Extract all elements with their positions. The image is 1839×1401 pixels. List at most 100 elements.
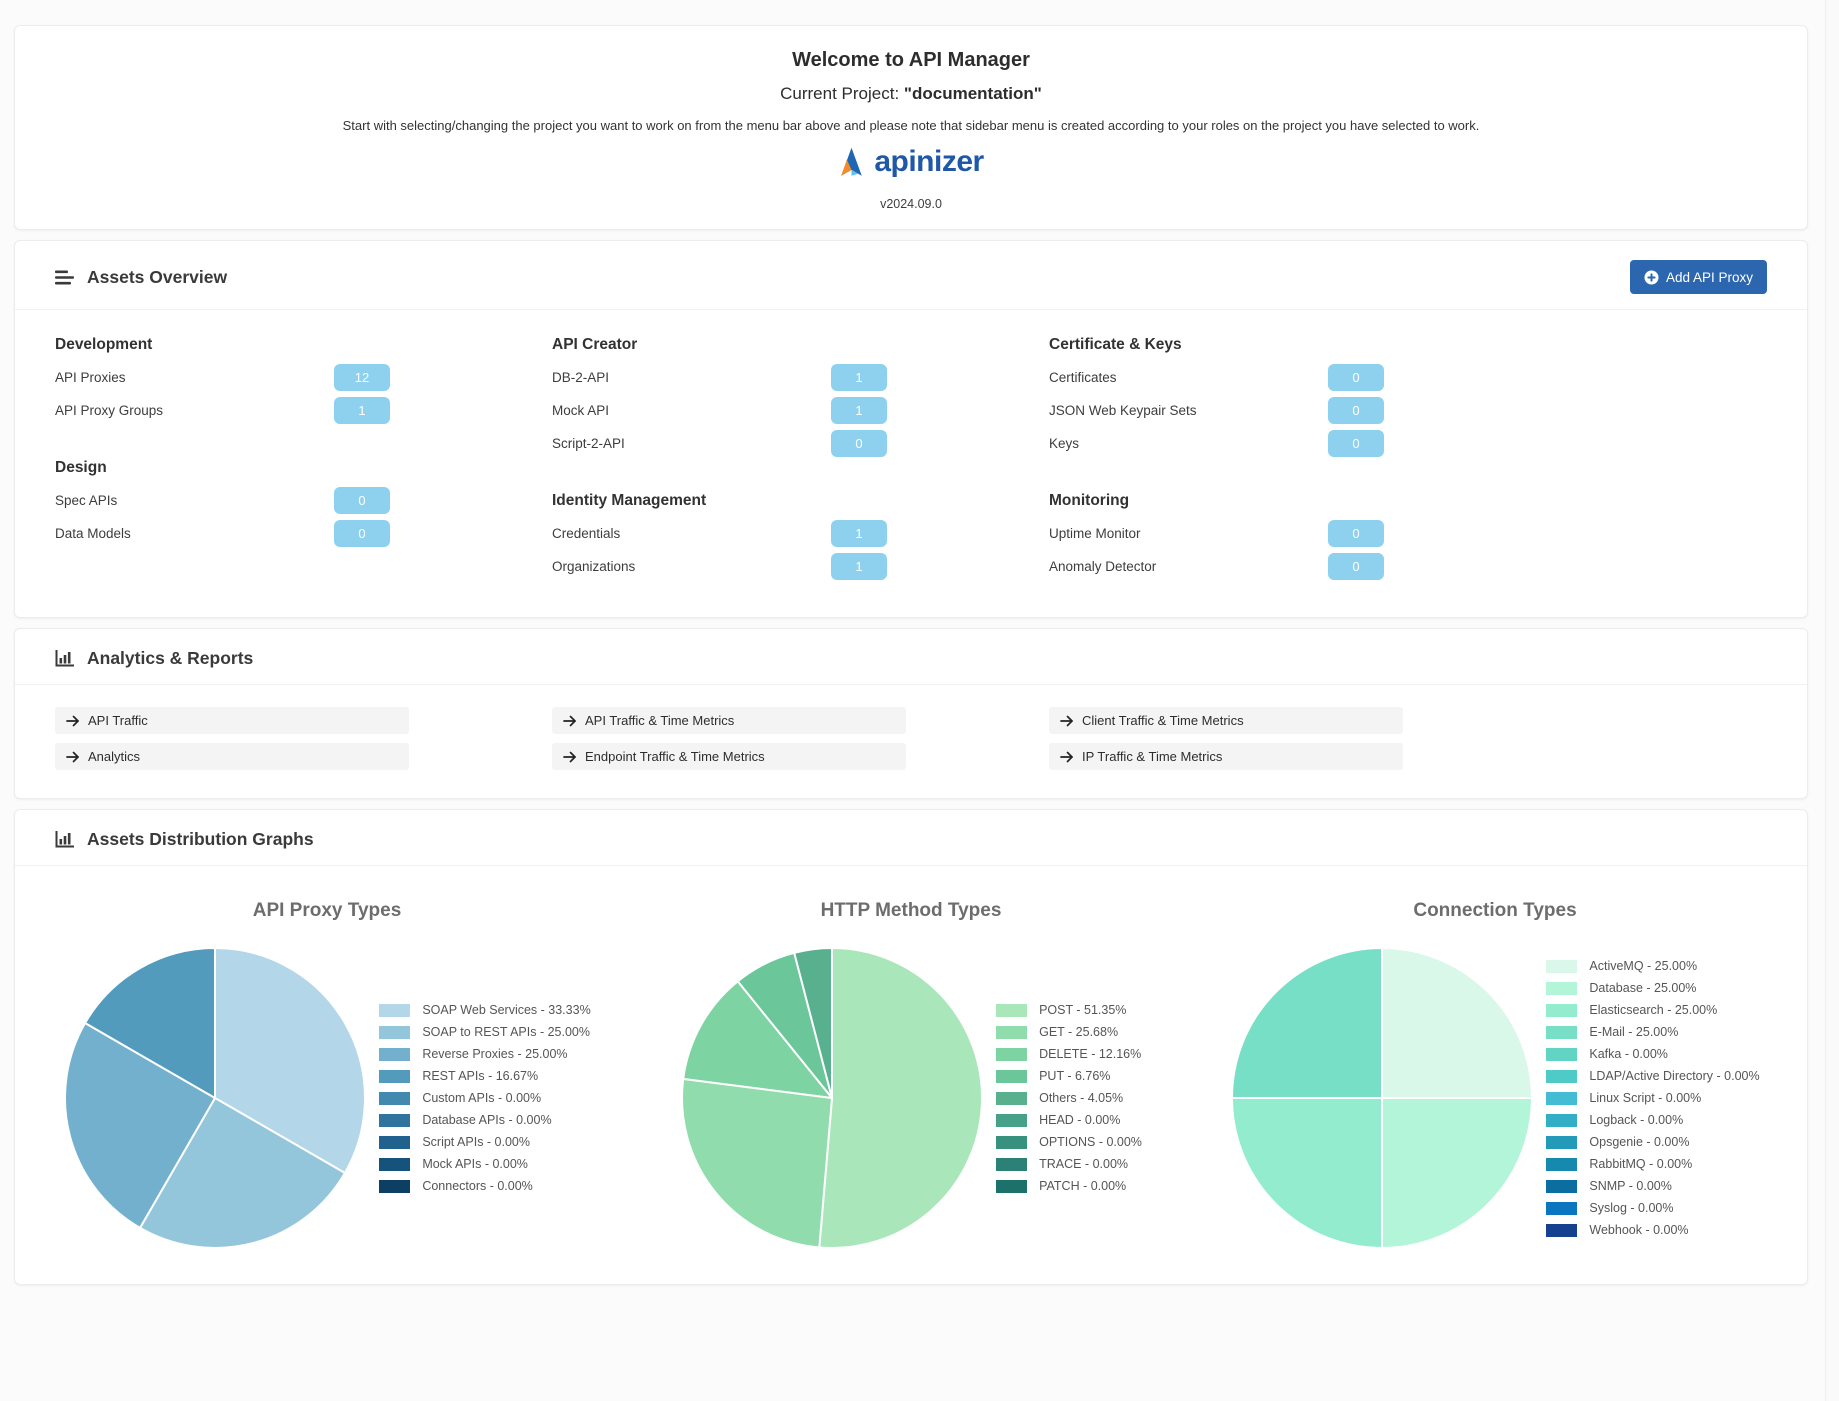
legend-swatch — [996, 1047, 1028, 1061]
add-api-proxy-button[interactable]: Add API Proxy — [1629, 260, 1767, 294]
apinizer-logo-text: apinizer — [874, 145, 984, 178]
asset-count-badge[interactable]: 0 — [334, 487, 390, 514]
asset-row: Credentials 1 — [552, 517, 887, 550]
distribution-graphs-title: Assets Distribution Graphs — [87, 829, 314, 849]
asset-count-badge[interactable]: 12 — [334, 364, 390, 391]
scrollbar-track[interactable] — [1825, 0, 1839, 1401]
legend-swatch — [1546, 959, 1578, 973]
asset-group-title: Certificate & Keys — [1049, 336, 1182, 353]
report-link-column: API Traffic & Time Metrics Endpoint Traff… — [552, 707, 906, 770]
pie-slice — [818, 947, 984, 1249]
legend-item: SNMP - 0.00% — [1546, 1179, 1759, 1193]
pie-slice — [682, 980, 834, 1099]
legend-swatch — [379, 1135, 411, 1149]
legend-label: Elasticsearch - 25.00% — [1589, 1003, 1718, 1017]
legend-item: Database - 25.00% — [1546, 981, 1759, 995]
report-link[interactable]: API Traffic & Time Metrics — [552, 707, 906, 734]
asset-label: Data Models — [55, 526, 131, 541]
asset-count-badge[interactable]: 1 — [831, 364, 887, 391]
legend-label: Connectors - 0.00% — [422, 1179, 533, 1193]
legend-label: Mock APIs - 0.00% — [422, 1157, 528, 1171]
legend-item: HEAD - 0.00% — [996, 1113, 1142, 1127]
asset-group-title: Monitoring — [1049, 492, 1130, 509]
legend-item: Others - 4.05% — [996, 1091, 1142, 1105]
asset-row: DB-2-API 1 — [552, 361, 887, 394]
chart-legend: SOAP Web Services - 33.33% SOAP to REST A… — [379, 1003, 591, 1193]
pie-slice — [681, 1077, 834, 1249]
asset-count-badge[interactable]: 1 — [831, 520, 887, 547]
legend-label: Opsgenie - 0.00% — [1589, 1135, 1690, 1149]
legend-label: Linux Script - 0.00% — [1589, 1091, 1702, 1105]
legend-item: SOAP to REST APIs - 25.00% — [379, 1025, 590, 1039]
analytics-reports-header: Analytics & Reports — [15, 629, 1807, 685]
asset-count-badge[interactable]: 1 — [831, 397, 887, 424]
report-link[interactable]: Client Traffic & Time Metrics — [1049, 707, 1403, 734]
asset-row: JSON Web Keypair Sets 0 — [1049, 394, 1384, 427]
assets-overview-body: Development API Proxies 12 API Proxy Groups… — [15, 310, 1807, 617]
legend-label: GET - 25.68% — [1039, 1025, 1119, 1039]
legend-label: POST - 51.35% — [1039, 1003, 1127, 1017]
pie-slice — [139, 1097, 347, 1249]
current-project-line: Current Project: "documentation" — [35, 84, 1787, 104]
report-link[interactable]: Analytics — [55, 743, 409, 770]
asset-count-badge[interactable]: 0 — [334, 520, 390, 547]
legend-label: SOAP Web Services - 33.33% — [422, 1003, 591, 1017]
legend-label: PUT - 6.76% — [1039, 1069, 1111, 1083]
arrow-right-icon — [66, 751, 79, 762]
chart-block: Connection Types ActiveMQ - 25.00% Databas… — [1203, 892, 1787, 1250]
asset-row: Keys 0 — [1049, 427, 1384, 460]
asset-row: Uptime Monitor 0 — [1049, 517, 1384, 550]
legend-item: SOAP Web Services - 33.33% — [379, 1003, 591, 1017]
bar-chart-icon — [55, 831, 74, 848]
legend-label: Custom APIs - 0.00% — [422, 1091, 542, 1105]
asset-count-badge[interactable]: 0 — [1328, 364, 1384, 391]
legend-item: ActiveMQ - 25.00% — [1546, 959, 1759, 973]
asset-row: API Proxies 12 — [55, 361, 390, 394]
pie-slice — [84, 947, 217, 1099]
apinizer-logo: apinizer — [35, 147, 1787, 177]
report-link-label: Client Traffic & Time Metrics — [1082, 713, 1244, 728]
legend-item: REST APIs - 16.67% — [379, 1069, 590, 1083]
report-link[interactable]: Endpoint Traffic & Time Metrics — [552, 743, 906, 770]
pie-slice — [64, 1022, 217, 1229]
report-link-label: API Traffic — [88, 713, 148, 728]
welcome-title: Welcome to API Manager — [792, 49, 1030, 71]
pie-chart — [681, 947, 984, 1249]
asset-row: Organizations 1 — [552, 550, 887, 583]
report-link[interactable]: IP Traffic & Time Metrics — [1049, 743, 1403, 770]
legend-label: SOAP to REST APIs - 25.00% — [422, 1025, 590, 1039]
asset-count-badge[interactable]: 0 — [1328, 430, 1384, 457]
legend-swatch — [1546, 1223, 1578, 1237]
legend-swatch — [1546, 981, 1578, 995]
legend-item: LDAP/Active Directory - 0.00% — [1546, 1069, 1760, 1083]
current-project-name: "documentation" — [903, 84, 1042, 103]
overview-column: Development API Proxies 12 API Proxy Groups… — [55, 336, 552, 583]
pie-slice — [1381, 1097, 1534, 1249]
legend-label: RabbitMQ - 0.00% — [1589, 1157, 1693, 1171]
asset-label: API Proxy Groups — [55, 403, 164, 418]
legend-label: PATCH - 0.00% — [1039, 1179, 1127, 1193]
legend-item: Elasticsearch - 25.00% — [1546, 1003, 1759, 1017]
asset-group-title: Development — [55, 336, 153, 353]
report-link[interactable]: API Traffic — [55, 707, 409, 734]
overview-column: API Creator DB-2-API 1 Mock API 1 Script-2-AP… — [552, 336, 1049, 583]
report-links-grid: API Traffic Analytics API Traffic & Time M… — [55, 707, 1767, 770]
legend-swatch — [379, 1003, 411, 1017]
chart-title: Connection Types — [1413, 900, 1577, 921]
asset-count-badge[interactable]: 1 — [334, 397, 390, 424]
asset-count-badge[interactable]: 1 — [831, 553, 887, 580]
arrow-right-icon — [1060, 751, 1073, 762]
report-link-label: Analytics — [88, 749, 141, 764]
legend-item: GET - 25.68% — [996, 1025, 1142, 1039]
legend-swatch — [379, 1069, 411, 1083]
legend-swatch — [996, 1179, 1028, 1193]
legend-label: Database APIs - 0.00% — [422, 1113, 552, 1127]
asset-count-badge[interactable]: 0 — [1328, 397, 1384, 424]
asset-row: Script-2-API 0 — [552, 427, 887, 460]
asset-count-badge[interactable]: 0 — [1328, 553, 1384, 580]
asset-group-title: Identity Management — [552, 492, 707, 509]
asset-count-badge[interactable]: 0 — [831, 430, 887, 457]
asset-count-badge[interactable]: 0 — [1328, 520, 1384, 547]
asset-group: Certificate & Keys Certificates 0 JSON Web … — [1049, 336, 1546, 460]
legend-label: TRACE - 0.00% — [1039, 1157, 1129, 1171]
